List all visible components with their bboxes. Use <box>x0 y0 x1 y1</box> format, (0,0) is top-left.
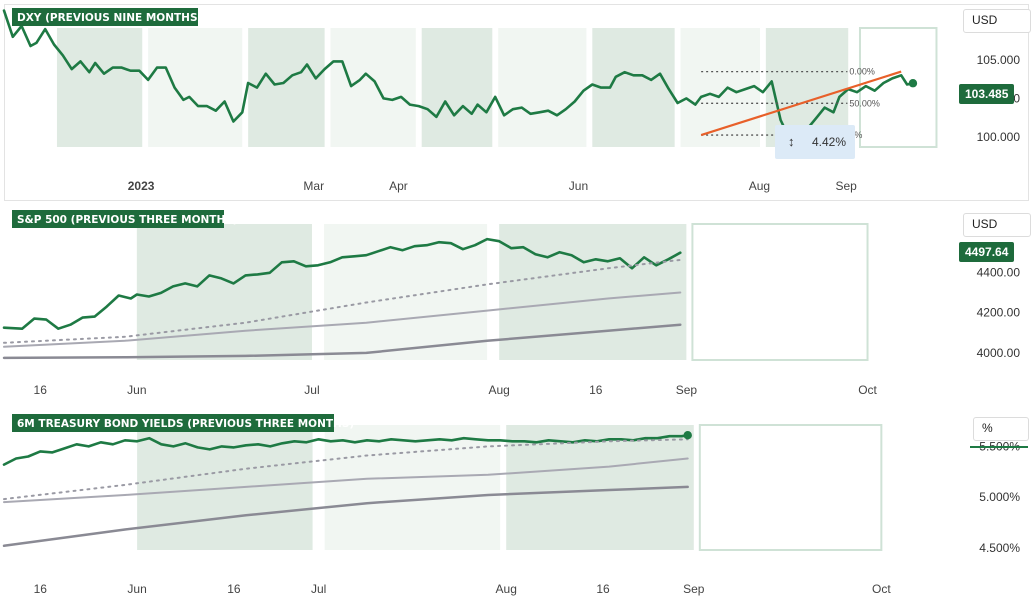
tsy6m-title-bg <box>12 414 334 432</box>
dxy-period-band <box>148 28 243 147</box>
dxy-xtick-label: Jun <box>569 179 588 193</box>
spx-xtick-label: Jun <box>127 383 146 397</box>
spx-period-band <box>499 224 687 360</box>
dxy-measure-label: 4.42% <box>812 135 846 149</box>
tsy6m-ma-dotted-line <box>3 438 689 501</box>
spx-xtick-label: Aug <box>488 383 509 397</box>
spx-xtick-label: 16 <box>34 383 48 397</box>
dxy-fib-level-label: 50.00% <box>849 98 880 108</box>
dxy-period-band <box>330 28 416 147</box>
dxy-xtick-label: Sep <box>835 179 857 193</box>
tsy6m-ytick-label: 4.500% <box>979 541 1020 555</box>
dxy-last-point-marker <box>908 79 918 88</box>
dxy-frame <box>4 4 1029 201</box>
spx-series-line <box>2 237 682 331</box>
spx-title-text: S&P 500 (PREVIOUS THREE MONTHS) <box>17 214 238 226</box>
tsy6m-xtick-label: Aug <box>496 582 517 596</box>
dxy-ytick-label: 100.000 <box>977 130 1021 144</box>
tsy6m-xtick-label: Jul <box>311 582 326 596</box>
spx-xtick-label: Jul <box>304 383 319 397</box>
spx-xtick-label: Oct <box>858 383 877 397</box>
tsy6m-xtick-label: Jun <box>127 582 146 596</box>
spx-title-tag: S&P 500 (PREVIOUS THREE MONTHS) <box>12 210 238 228</box>
spx-ytick-label: 4200.00 <box>977 306 1021 320</box>
spx-future-box <box>691 223 869 361</box>
tsy6m-xtick-label: 16 <box>227 582 241 596</box>
dxy-xtick-label: Apr <box>389 179 408 193</box>
tsy6m-xtick-label: 16 <box>34 582 48 596</box>
dxy-title-text: DXY (PREVIOUS NINE MONTHS) <box>17 12 202 24</box>
dxy-period-band <box>248 28 325 147</box>
spx-ma-dotted-line <box>3 258 682 344</box>
dxy-unit-selector[interactable]: USD <box>963 9 1031 33</box>
dxy-series-line <box>846 74 915 94</box>
tsy6m-series-line <box>2 433 690 466</box>
tsy6m-ma50-line <box>3 457 689 504</box>
dxy-xtick-label: 2023 <box>128 179 155 193</box>
dxy-fib-trend-line <box>700 70 902 137</box>
dxy-measure-box <box>775 125 855 159</box>
dxy-title-bg <box>12 8 198 26</box>
dxy-future-box <box>858 27 938 148</box>
dxy-fib-level-label: 0% <box>849 130 862 140</box>
dxy-panel: 107.500105.000102.500100.0002023MarAprJu… <box>2 4 1029 201</box>
tsy6m-ytick-label: 5.000% <box>979 490 1020 504</box>
dxy-xtick-label: Aug <box>749 179 770 193</box>
tsy6m-xtick-label: Sep <box>683 582 705 596</box>
spx-panel: 4400.00 4200.00 4000.00 16 Jun Jul Aug 16 Sep Oct… <box>2 210 1021 397</box>
dxy-period-band <box>56 28 143 147</box>
tsy6m-title-tag: 6M TREASURY BOND YIELDS (PREVIOUS THREE … <box>12 414 354 432</box>
dxy-fib-level-label: 0.00% <box>849 67 875 77</box>
spx-title-bg <box>12 210 224 228</box>
spx-ma50-line <box>3 291 682 348</box>
dxy-period-band <box>498 28 587 147</box>
dxy-period-band <box>421 28 493 147</box>
tsy6m-panel: 5.500%5.000%4.500%16 Jun 16 Jul Aug 16 Sep Oct6… <box>2 414 1028 596</box>
dxy-xtick-label: Mar <box>303 179 324 193</box>
tsy6m-future-box <box>698 424 883 551</box>
tsy6m-ma200-line <box>2 485 689 548</box>
tsy6m-title-text: 6M TREASURY BOND YIELDS (PREVIOUS THREE … <box>17 418 354 430</box>
tsy-unit-selector[interactable]: % <box>973 417 1029 441</box>
spx-last-price-tag: 4497.64 <box>959 242 1015 262</box>
tsy6m-xtick-label: Oct <box>872 582 891 596</box>
dxy-title-tag: DXY (PREVIOUS NINE MONTHS) <box>12 8 202 26</box>
tsy6m-xtick-label: 16 <box>596 582 610 596</box>
tsy6m-last-point-marker <box>683 431 692 440</box>
spx-period-band <box>324 224 488 360</box>
spx-xtick-label: Sep <box>676 383 698 397</box>
spx-ytick-label: 4000.00 <box>977 346 1021 360</box>
dxy-measure-icon: ↕ <box>788 134 795 149</box>
spx-ma200-line <box>2 323 682 360</box>
dxy-ytick-label: 105.000 <box>977 53 1021 67</box>
spx-unit-selector[interactable]: USD <box>963 213 1031 237</box>
spx-ytick-label: 4400.00 <box>977 265 1021 279</box>
spx-xtick-label: 16 <box>589 383 603 397</box>
dxy-series-line <box>2 9 850 140</box>
tsy6m-period-band <box>324 425 501 550</box>
dxy-last-price-tag: 103.485 <box>959 84 1015 104</box>
